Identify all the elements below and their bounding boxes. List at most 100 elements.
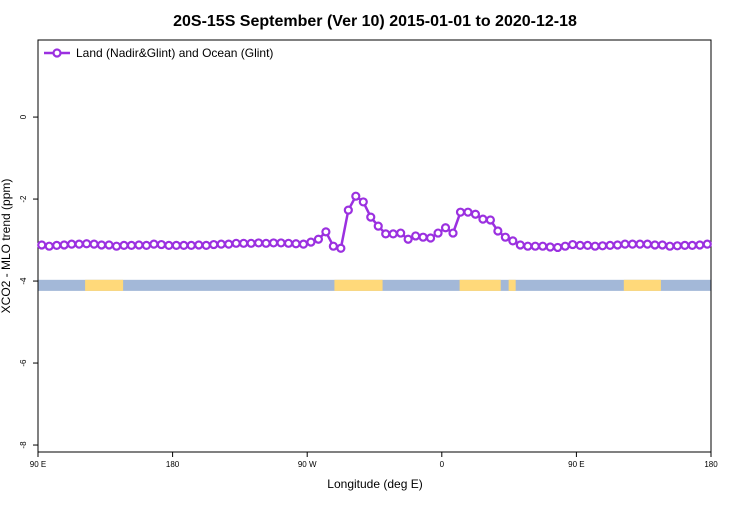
- data-point: [411, 231, 421, 241]
- y-tick-label: 0: [19, 114, 28, 119]
- data-point: [164, 240, 174, 250]
- land-segment: [623, 279, 661, 291]
- data-point: [104, 240, 114, 250]
- data-point: [657, 240, 667, 250]
- data-point: [672, 241, 682, 251]
- data-point: [239, 238, 249, 248]
- legend-marker: [52, 48, 62, 58]
- data-point: [224, 239, 234, 249]
- data-point: [276, 238, 286, 248]
- data-point: [216, 239, 226, 249]
- data-point: [321, 227, 331, 237]
- data-point: [149, 239, 159, 249]
- data-point: [74, 239, 84, 249]
- land-segment: [508, 279, 516, 291]
- data-point: [268, 238, 279, 248]
- data-point: [403, 234, 413, 244]
- data-point: [373, 221, 383, 231]
- legend-label: Land (Nadir&Glint) and Ocean (Glint): [76, 46, 273, 60]
- chart-title: 20S-15S September (Ver 10) 2015-01-01 to…: [173, 13, 577, 30]
- data-point: [440, 223, 451, 233]
- data-point: [381, 229, 391, 239]
- data-point: [231, 238, 241, 248]
- data-point: [388, 229, 398, 239]
- data-point: [545, 242, 555, 252]
- data-point: [171, 240, 181, 250]
- x-tick-label: 90 E: [568, 460, 584, 469]
- data-point: [306, 237, 316, 247]
- data-point: [82, 239, 92, 249]
- data-point: [485, 215, 496, 225]
- data-point: [89, 239, 99, 249]
- data-point: [336, 243, 346, 253]
- x-tick-label: 180: [166, 460, 180, 469]
- data-point: [291, 239, 301, 249]
- data-point: [246, 238, 256, 248]
- data-point: [119, 240, 129, 250]
- data-point: [201, 240, 211, 250]
- data-point: [515, 240, 525, 250]
- data-point: [635, 239, 645, 249]
- data-point: [650, 240, 660, 250]
- data-point: [627, 239, 638, 249]
- data-point: [111, 241, 122, 251]
- data-point: [351, 191, 361, 201]
- data-point: [523, 241, 533, 251]
- land-segment: [459, 279, 501, 291]
- data-point: [328, 241, 338, 251]
- data-point: [508, 236, 518, 246]
- y-tick-label: -4: [19, 277, 28, 285]
- land-segment: [334, 279, 383, 291]
- data-point: [560, 241, 570, 251]
- data-point: [343, 205, 353, 215]
- data-point: [141, 240, 152, 250]
- data-point: [687, 240, 697, 250]
- data-point: [253, 238, 264, 248]
- data-point: [695, 240, 705, 250]
- data-point: [463, 207, 473, 217]
- data-point: [37, 240, 47, 250]
- data-point: [179, 240, 189, 250]
- data-point: [425, 233, 436, 243]
- data-point: [568, 239, 578, 250]
- data-point: [448, 228, 458, 238]
- data-point: [433, 228, 443, 238]
- y-axis-label: XCO2 - MLO trend (ppm): [0, 179, 13, 314]
- data-point: [313, 234, 324, 244]
- data-point: [590, 241, 600, 251]
- data-point: [209, 239, 219, 250]
- data-point: [575, 240, 585, 250]
- land-segment: [85, 279, 124, 291]
- x-tick-label: 90 W: [298, 460, 317, 469]
- data-point: [493, 226, 503, 236]
- data-point: [358, 197, 368, 207]
- series-line: [41, 194, 708, 250]
- data-point: [194, 240, 204, 250]
- data-point: [52, 240, 62, 250]
- data-point: [396, 228, 406, 238]
- data-point: [44, 241, 54, 251]
- data-point: [186, 240, 196, 250]
- y-tick-label: -2: [19, 195, 28, 203]
- data-point: [583, 240, 593, 250]
- data-point: [418, 232, 428, 242]
- y-tick-label: -6: [19, 359, 28, 367]
- data-point: [597, 241, 608, 251]
- data-point: [620, 239, 630, 249]
- data-point: [59, 240, 69, 250]
- data-point: [642, 239, 653, 249]
- data-point: [702, 239, 712, 249]
- data-point: [261, 238, 271, 248]
- x-axis-label: Longitude (deg E): [327, 477, 422, 491]
- data-point: [96, 240, 107, 250]
- data-point: [538, 241, 548, 251]
- data-point: [612, 240, 623, 250]
- data-point: [67, 239, 77, 249]
- data-point: [680, 240, 690, 250]
- data-point: [478, 214, 488, 224]
- data-point: [156, 239, 166, 250]
- data-point: [500, 232, 510, 242]
- data-point: [366, 212, 376, 222]
- data-point: [283, 238, 294, 248]
